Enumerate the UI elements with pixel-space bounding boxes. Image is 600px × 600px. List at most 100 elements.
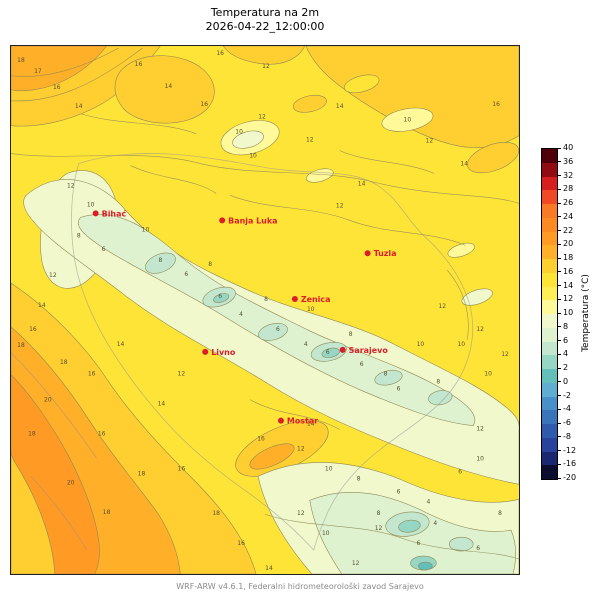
tick-mark [558,230,561,231]
contour-label: 20 [44,397,52,404]
contour-line [230,195,466,246]
colorbar-tick: 20 [558,239,573,249]
colorbar-tick: 28 [558,184,573,194]
colorbar-tick: 8 [558,322,568,332]
tick-mark [558,422,561,424]
tick-mark [558,395,561,396]
tick-label: 36 [563,156,574,166]
contour-line [447,269,469,340]
region-cool-right2 [447,242,475,258]
contour-label: 17 [34,68,42,75]
contour-label: 12 [426,138,434,145]
region-warm-top-small [292,94,327,113]
contour-label: 12 [476,426,484,433]
colorbar-segment [542,190,557,204]
tick-label: 2 [563,363,569,372]
colorbar [541,148,558,480]
map-title: Temperatura na 2m [210,6,320,19]
colorbar-tick: -16 [558,459,576,469]
region-warm-mostar-core [249,443,295,470]
region-cool-core6 [428,390,453,406]
contour-label: 18 [17,57,25,64]
city-marker [202,348,209,355]
contour-label: 8 [357,475,361,482]
tick-label: -20 [563,473,577,482]
colorbar-tick: -4 [558,404,571,414]
tick-label: 18 [563,253,574,262]
tick-mark [558,202,561,204]
contour-label: 10 [87,201,95,208]
contour-label: 8 [264,296,268,303]
contour-label: 12 [67,182,75,189]
contour-label: 10 [484,371,492,378]
tick-label: -8 [563,431,571,441]
header: Temperatura na 2m 2026-04-22_12:00:00 [10,6,520,34]
colorbar-tick: 24 [558,212,573,222]
region-cool-se-core2 [448,536,474,552]
contour-label: 18 [28,431,36,438]
contour-label: 4 [426,498,430,505]
tick-label: 28 [563,184,574,194]
contour-label: 18 [17,342,25,349]
contour-label: 8 [349,331,353,338]
tick-mark [558,326,561,328]
contour-label: 12 [178,371,186,378]
region-cool-se-core1b [398,519,421,533]
contour-label: 12 [262,63,270,70]
contour-label: 14 [158,401,166,408]
contour-label: 12 [375,525,383,532]
contour-label: 8 [498,510,502,517]
tick-label: 22 [563,225,574,235]
region-cool-core5 [374,370,403,386]
contour-label: 4 [239,311,243,318]
contour-label: 14 [117,341,125,348]
region-cool-se-darkest [418,561,433,571]
tick-mark [558,285,561,286]
city-label: Mostar [287,417,318,426]
contour-label: 12 [352,560,360,567]
contour-label: 12 [297,445,305,452]
city-label: Sarajevo [349,346,389,355]
contour-label: 4 [304,341,308,348]
contour-label: 10 [235,129,243,136]
footer-credit: WRF-ARW v4.6.1, Federalni hidrometeorolo… [176,582,424,591]
contour-label: 10 [307,306,315,313]
tick-mark [558,367,561,369]
colorbar-segment [542,341,557,356]
contour-line [264,513,519,560]
city-marker [364,250,371,257]
colorbar-segment [542,355,557,369]
contour-line [11,47,119,77]
contour-label: 8 [384,371,388,378]
contour-label: 12 [501,351,509,358]
colorbar-segment [542,369,557,383]
tick-mark [558,216,561,218]
colorbar-segment [542,410,557,424]
contour-label: 12 [258,114,266,121]
contour-label: 4 [433,520,437,527]
tick-mark [558,243,561,245]
contour-label: 6 [102,246,106,253]
contour-label: 18 [103,509,111,516]
tick-mark [558,161,561,163]
colorbar-segment [542,286,557,301]
colorbar-tick: 18 [558,253,573,263]
contour-label: 16 [98,431,106,438]
contour-label: 14 [358,180,366,187]
region-pale-ne-hole [381,107,434,132]
temperature-fill-layer [11,46,519,574]
tick-label: 40 [563,143,574,152]
colorbar-segment [542,259,557,273]
colorbar-segment [542,424,557,438]
colorbar-segment [542,451,557,466]
tick-label: -16 [563,459,577,469]
tick-mark [558,340,561,341]
contour-label: 6 [476,545,480,552]
contour-label: 10 [476,455,484,462]
contour-label: 14 [265,565,273,572]
contour-label: 6 [397,488,401,495]
region-warm-top-center [114,55,215,124]
tick-mark [558,477,561,479]
temperature-map-svg: 18 17 16 14 16 14 16 12 12 10 10 14 12 10 12 14 16 14 12 16… [11,46,519,574]
colorbar-tick: 12 [558,294,573,304]
